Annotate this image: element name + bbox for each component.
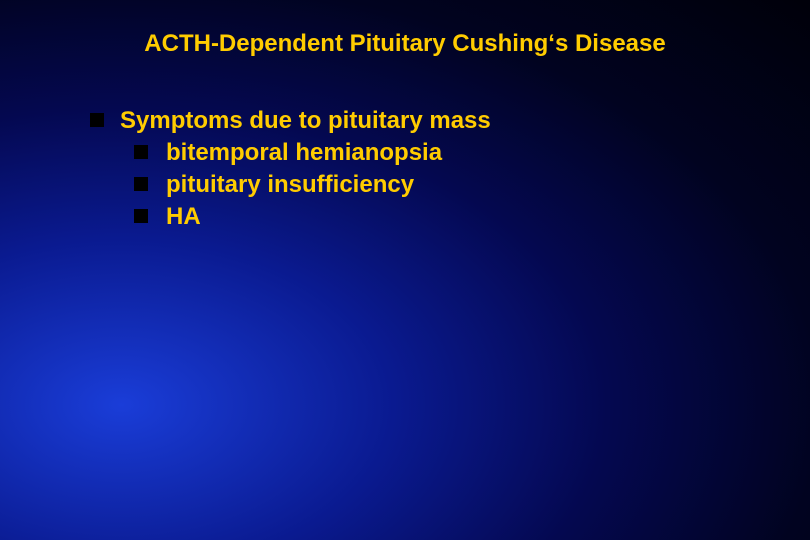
slide: ACTH-Dependent Pituitary Cushing‘s Disea… — [0, 0, 810, 540]
square-bullet-icon — [134, 209, 148, 223]
square-bullet-icon — [134, 177, 148, 191]
list-item-text: HA — [166, 202, 201, 232]
list-item-text: bitemporal hemianopsia — [166, 138, 442, 168]
slide-title: ACTH-Dependent Pituitary Cushing‘s Disea… — [0, 30, 810, 58]
list-item: Symptoms due to pituitary mass — [90, 106, 810, 136]
list-item: pituitary insufficiency — [134, 170, 810, 200]
square-bullet-icon — [134, 145, 148, 159]
content-area: Symptoms due to pituitary mass bitempora… — [0, 106, 810, 232]
list-item-text: Symptoms due to pituitary mass — [120, 106, 491, 136]
list-item: bitemporal hemianopsia — [134, 138, 810, 168]
square-bullet-icon — [90, 113, 104, 127]
list-item-text: pituitary insufficiency — [166, 170, 414, 200]
list-item: HA — [134, 202, 810, 232]
